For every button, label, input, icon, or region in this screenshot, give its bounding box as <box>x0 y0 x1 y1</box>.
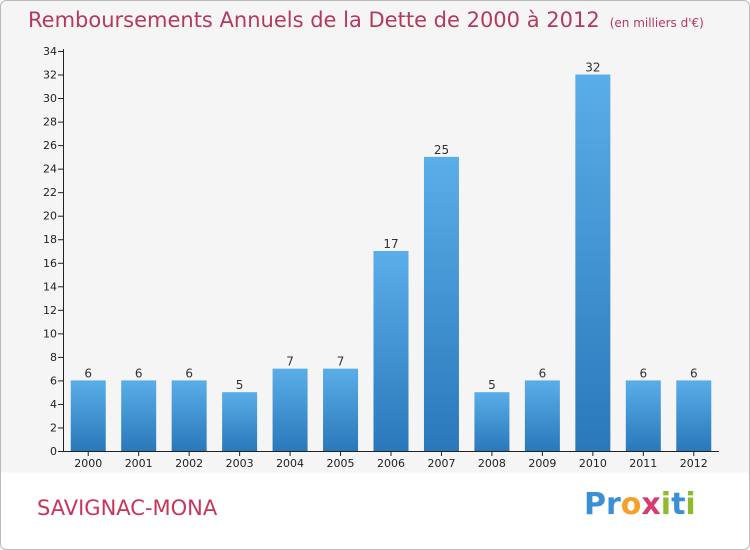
bar-2009 <box>524 380 560 451</box>
y-tick-label: 2 <box>50 421 57 434</box>
y-tick-label: 32 <box>43 69 57 82</box>
proxiti-logo: Proxiti <box>584 487 696 522</box>
bar-value-label: 6 <box>539 366 547 380</box>
y-tick-label: 0 <box>50 445 57 458</box>
bar-2002 <box>171 380 207 451</box>
x-tick-label: 2001 <box>125 457 153 470</box>
logo-letter: i <box>660 487 672 522</box>
x-tick-label: 2009 <box>528 457 556 470</box>
y-tick-label: 8 <box>50 351 57 364</box>
bar-2006 <box>373 251 409 451</box>
bar-value-label: 6 <box>135 366 143 380</box>
x-axis-labels: 2000 2001 2002 2003 2004 2005 2006 2007 2008 2009… <box>74 451 708 470</box>
bar-2011 <box>625 380 661 451</box>
bar-2007 <box>423 156 459 451</box>
logo-letter: P <box>584 487 606 522</box>
x-tick-label: 2008 <box>478 457 506 470</box>
y-tick-label: 16 <box>43 257 57 270</box>
logo-letter: t <box>671 487 686 522</box>
bar-2010 <box>575 74 611 451</box>
y-tick-label: 34 <box>43 45 57 58</box>
commune-name: SAVIGNAC-MONA <box>37 496 218 520</box>
y-tick-label: 26 <box>43 139 57 152</box>
logo-letter: i <box>685 487 696 522</box>
bar-2012 <box>676 380 712 451</box>
y-tick-label: 24 <box>43 163 57 176</box>
y-tick-label: 6 <box>50 374 57 387</box>
x-tick-label: 2004 <box>276 457 304 470</box>
x-tick-label: 2010 <box>579 457 607 470</box>
y-tick-label: 14 <box>43 280 57 293</box>
bars-group: 6 6 6 5 7 7 17 25 5 6 32 6 6 <box>70 61 712 451</box>
x-tick-label: 2002 <box>175 457 203 470</box>
x-tick-label: 2000 <box>74 457 102 470</box>
bar-value-label: 5 <box>236 378 244 392</box>
bar-2008 <box>474 392 510 451</box>
x-tick-label: 2011 <box>629 457 657 470</box>
bar-value-label: 17 <box>383 237 398 251</box>
bar-2005 <box>323 368 359 451</box>
bar-value-label: 25 <box>434 143 449 157</box>
bar-value-label: 7 <box>286 355 294 369</box>
y-tick-label: 4 <box>50 398 57 411</box>
x-tick-label: 2006 <box>377 457 405 470</box>
chart-title: Remboursements Annuels de la Dette de 20… <box>28 8 704 32</box>
y-tick-label: 20 <box>43 210 57 223</box>
bar-value-label: 7 <box>337 355 345 369</box>
x-tick-label: 2012 <box>680 457 708 470</box>
bar-value-label: 6 <box>185 366 193 380</box>
chart-title-text: Remboursements Annuels de la Dette de 20… <box>28 8 600 32</box>
y-tick-label: 30 <box>43 92 57 105</box>
bar-2001 <box>121 380 157 451</box>
bar-value-label: 6 <box>690 366 698 380</box>
logo-letter: x <box>641 487 661 522</box>
chart-subtitle: (en milliers d'€) <box>609 16 704 30</box>
x-tick-label: 2003 <box>226 457 254 470</box>
bar-value-label: 32 <box>585 61 600 75</box>
y-tick-label: 18 <box>43 233 57 246</box>
y-tick-label: 10 <box>43 327 57 340</box>
bar-value-label: 6 <box>639 366 647 380</box>
y-tick-label: 12 <box>43 304 57 317</box>
y-tick-label: 28 <box>43 116 57 129</box>
bar-value-label: 5 <box>488 378 496 392</box>
bar-2004 <box>272 368 308 451</box>
x-tick-label: 2005 <box>327 457 355 470</box>
logo-letter: r <box>606 487 621 522</box>
bar-value-label: 6 <box>84 366 92 380</box>
logo-letter: o <box>620 487 642 522</box>
x-tick-label: 2007 <box>427 457 455 470</box>
y-tick-label: 22 <box>43 186 57 199</box>
bar-2000 <box>70 380 106 451</box>
bar-2003 <box>222 392 258 451</box>
